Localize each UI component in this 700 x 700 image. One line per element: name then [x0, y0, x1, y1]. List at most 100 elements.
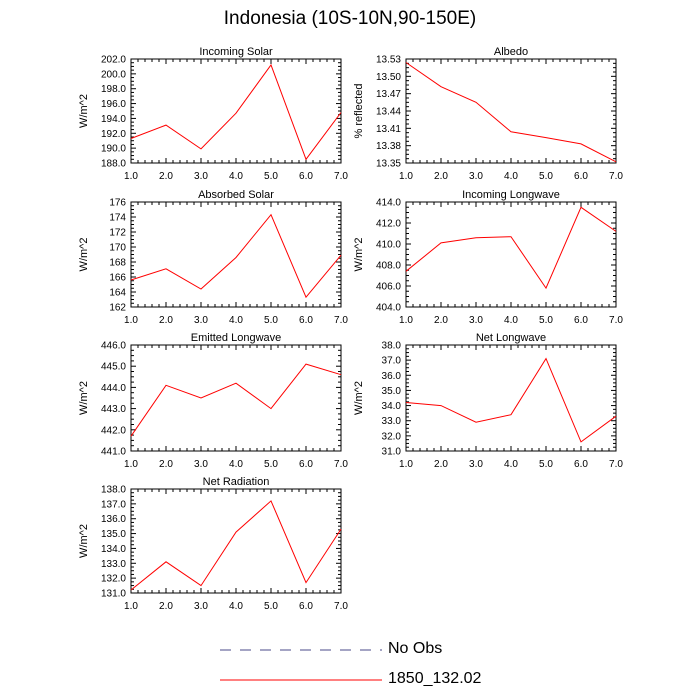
x-tick-label: 6.0 [574, 171, 588, 182]
y-tick-label: 443.0 [101, 404, 126, 415]
x-tick-label: 5.0 [264, 171, 278, 182]
y-axis-label: % reflected [353, 83, 365, 138]
y-tick-label: 200.0 [101, 69, 126, 80]
x-tick-label: 1.0 [399, 459, 413, 470]
series-line [130, 63, 342, 161]
x-tick-label: 1.0 [124, 601, 138, 612]
x-tick-label: 3.0 [194, 315, 208, 326]
x-tick-label: 7.0 [609, 171, 623, 182]
y-tick-label: 32.0 [382, 431, 402, 442]
x-tick-label: 4.0 [504, 171, 518, 182]
y-tick-label: 192.0 [101, 129, 126, 140]
y-axis-label: W/m^2 [78, 94, 90, 128]
series-line [405, 62, 617, 163]
y-tick-label: 37.0 [382, 356, 402, 367]
y-tick-label: 404.0 [376, 303, 401, 314]
series-line [405, 206, 617, 290]
y-tick-label: 135.0 [101, 529, 126, 540]
x-tick-label: 7.0 [334, 459, 348, 470]
y-tick-label: 442.0 [101, 425, 126, 436]
y-tick-label: 441.0 [101, 447, 126, 458]
x-tick-label: 7.0 [609, 459, 623, 470]
legend-label-no-obs: No Obs [388, 640, 443, 657]
y-tick-label: 164 [109, 288, 126, 299]
x-tick-label: 5.0 [539, 171, 553, 182]
y-tick-label: 446.0 [101, 341, 126, 352]
y-tick-label: 132.0 [101, 574, 126, 585]
y-tick-label: 444.0 [101, 383, 126, 394]
series-line [130, 363, 342, 437]
x-tick-label: 3.0 [194, 171, 208, 182]
y-tick-label: 134.0 [101, 544, 126, 555]
x-tick-label: 7.0 [334, 315, 348, 326]
x-tick-label: 7.0 [334, 601, 348, 612]
y-tick-label: 137.0 [101, 499, 126, 510]
y-tick-label: 445.0 [101, 362, 126, 373]
x-tick-label: 7.0 [609, 315, 623, 326]
y-tick-label: 198.0 [101, 84, 126, 95]
series-line [130, 213, 342, 299]
x-tick-label: 5.0 [264, 459, 278, 470]
x-tick-label: 2.0 [434, 171, 448, 182]
x-tick-label: 5.0 [264, 601, 278, 612]
panel-title: Incoming Solar [199, 46, 273, 58]
y-tick-label: 188.0 [101, 159, 126, 170]
x-tick-label: 6.0 [299, 601, 313, 612]
y-tick-label: 13.38 [376, 141, 401, 152]
x-tick-label: 1.0 [124, 315, 138, 326]
y-tick-label: 13.47 [376, 89, 401, 100]
panel-title: Emitted Longwave [191, 332, 282, 344]
y-tick-label: 202.0 [101, 55, 126, 66]
x-tick-label: 6.0 [299, 171, 313, 182]
y-tick-label: 190.0 [101, 144, 126, 155]
x-tick-label: 5.0 [264, 315, 278, 326]
y-tick-label: 174 [109, 213, 126, 224]
y-tick-label: 412.0 [376, 219, 401, 230]
y-tick-label: 131.0 [101, 589, 126, 600]
x-tick-label: 4.0 [229, 601, 243, 612]
y-tick-label: 162 [109, 303, 126, 314]
x-tick-label: 1.0 [399, 171, 413, 182]
panel-title: Net Longwave [476, 332, 546, 344]
y-tick-label: 13.35 [376, 159, 401, 170]
x-tick-label: 3.0 [469, 459, 483, 470]
x-tick-label: 2.0 [159, 601, 173, 612]
panel-title: Incoming Longwave [462, 189, 560, 201]
x-tick-label: 3.0 [194, 459, 208, 470]
x-tick-label: 2.0 [159, 171, 173, 182]
y-tick-label: 33.0 [382, 416, 402, 427]
series-line [130, 500, 342, 591]
y-axis-label: W/m^2 [78, 381, 90, 415]
panel-title: Net Radiation [203, 476, 270, 488]
x-tick-label: 2.0 [159, 459, 173, 470]
x-tick-label: 6.0 [574, 459, 588, 470]
y-tick-label: 170 [109, 243, 126, 254]
y-tick-label: 410.0 [376, 240, 401, 251]
x-tick-label: 3.0 [469, 171, 483, 182]
y-tick-label: 176 [109, 198, 126, 209]
y-tick-label: 406.0 [376, 282, 401, 293]
x-tick-label: 4.0 [229, 459, 243, 470]
x-tick-label: 3.0 [194, 601, 208, 612]
y-tick-label: 136.0 [101, 514, 126, 525]
y-tick-label: 196.0 [101, 99, 126, 110]
y-tick-label: 13.50 [376, 72, 401, 83]
x-tick-label: 7.0 [334, 171, 348, 182]
legend-label-model: 1850_132.02 [388, 670, 482, 687]
y-tick-label: 13.41 [376, 124, 401, 135]
y-tick-label: 194.0 [101, 114, 126, 125]
series-line [405, 357, 617, 443]
x-tick-label: 5.0 [539, 315, 553, 326]
x-tick-label: 4.0 [229, 315, 243, 326]
x-tick-label: 1.0 [124, 459, 138, 470]
y-tick-label: 31.0 [382, 447, 402, 458]
x-tick-label: 4.0 [504, 459, 518, 470]
y-tick-label: 13.44 [376, 107, 401, 118]
panel-title: Absorbed Solar [198, 189, 274, 201]
x-tick-label: 1.0 [399, 315, 413, 326]
x-tick-label: 6.0 [299, 459, 313, 470]
x-tick-label: 1.0 [124, 171, 138, 182]
y-tick-label: 138.0 [101, 485, 126, 496]
y-tick-label: 38.0 [382, 341, 402, 352]
